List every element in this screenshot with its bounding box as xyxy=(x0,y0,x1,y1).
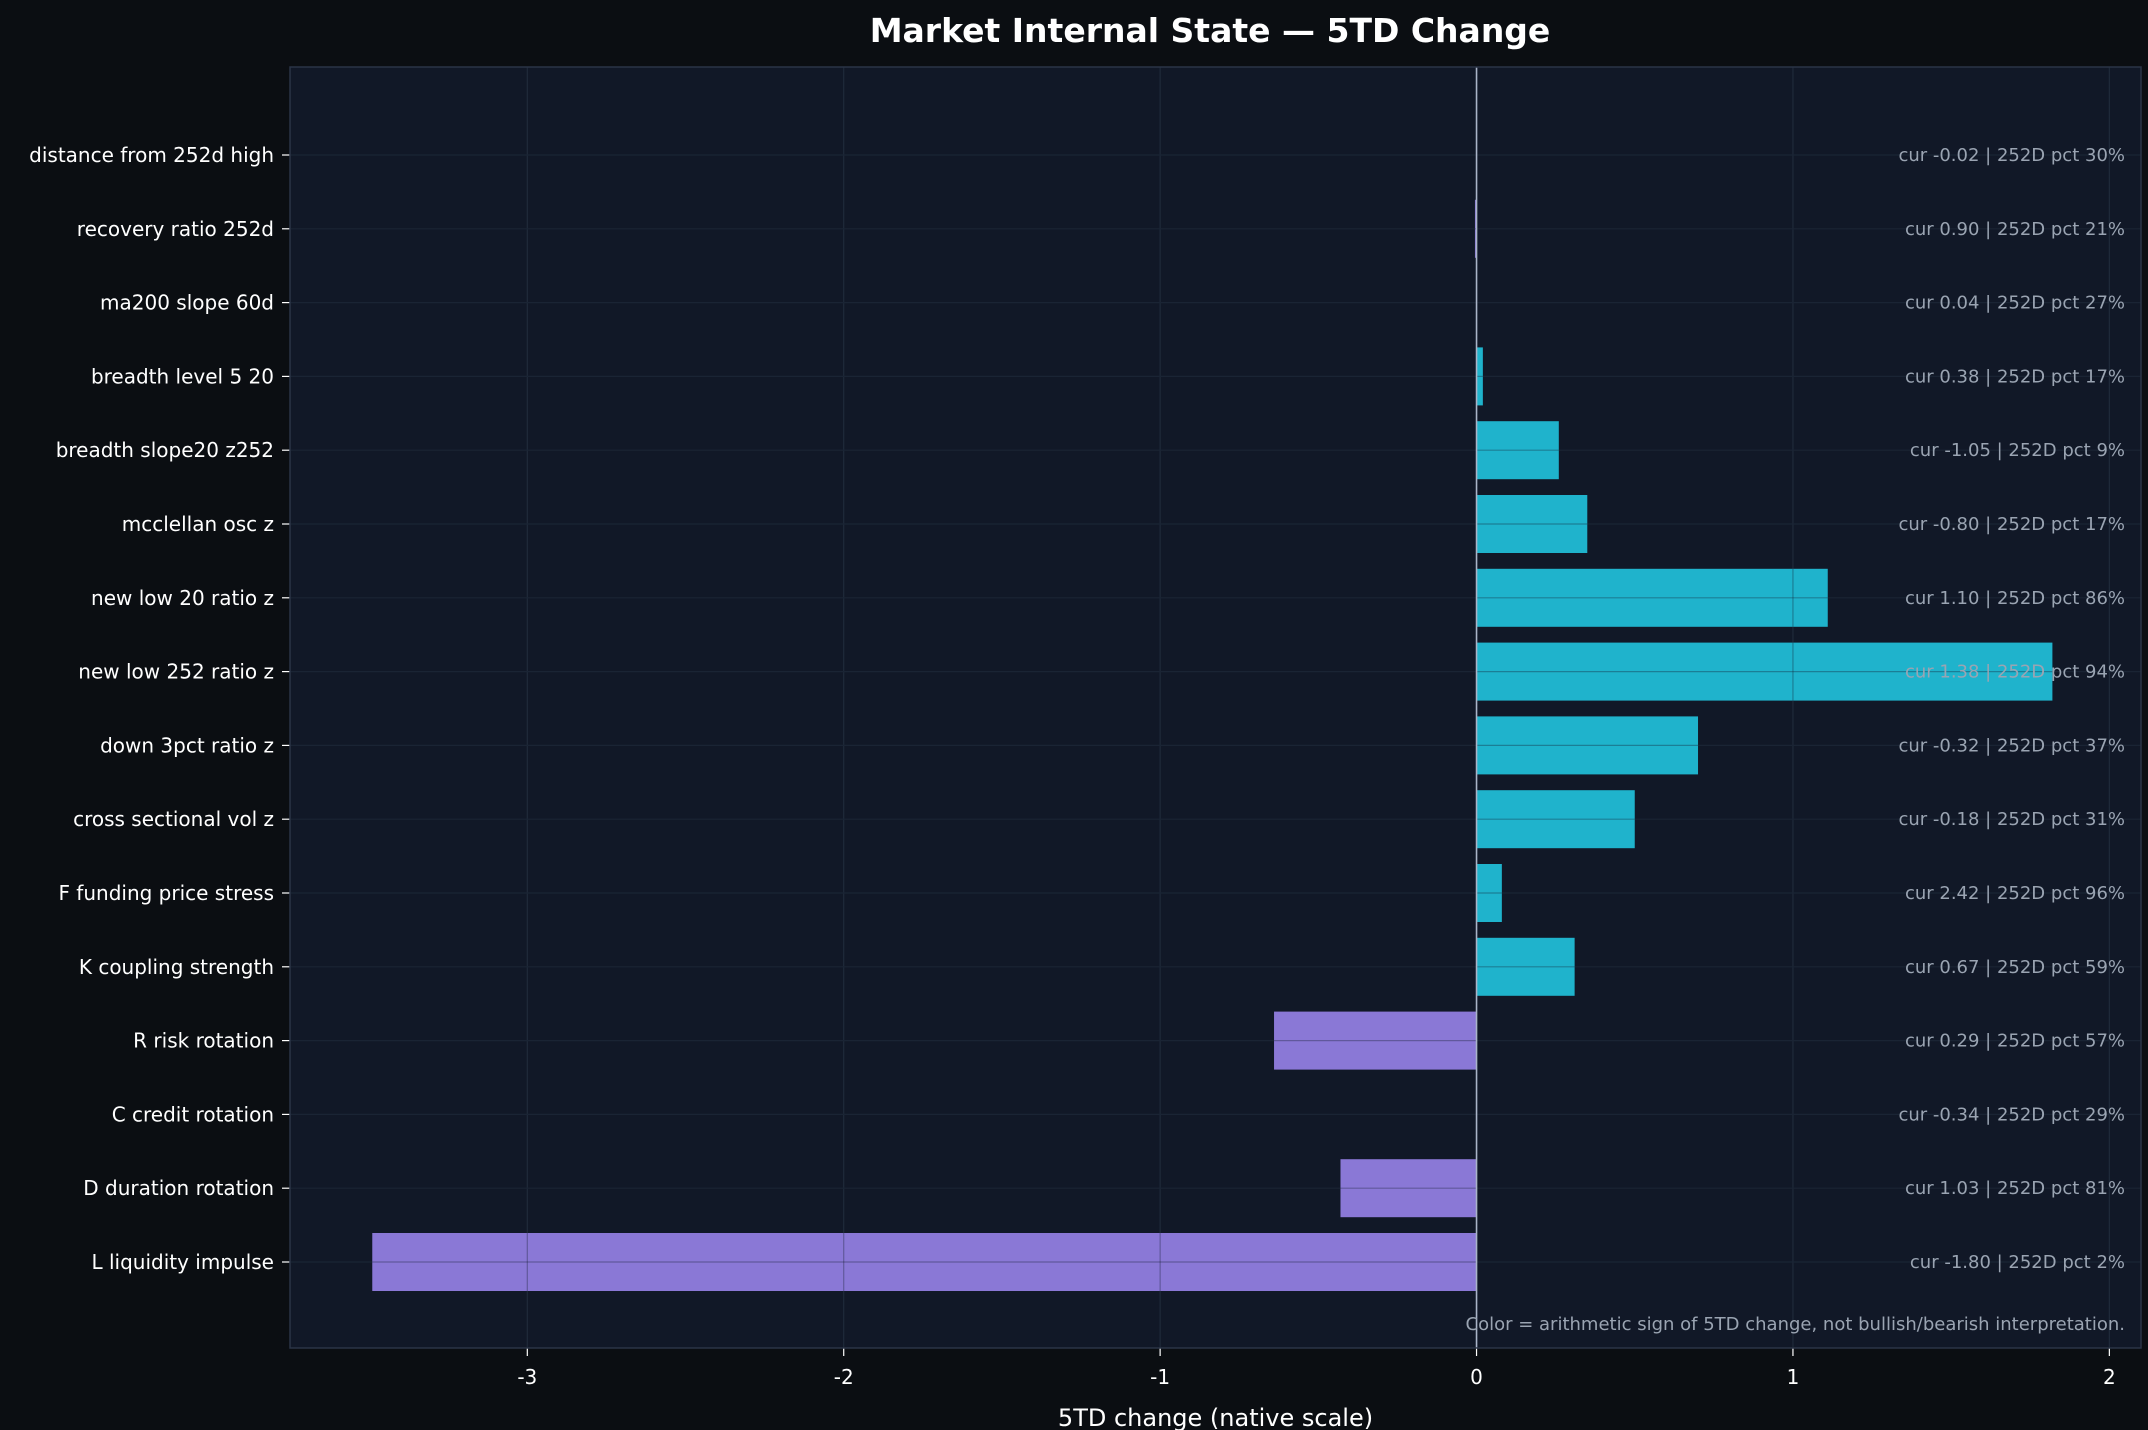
y-tick-label: down 3pct ratio z xyxy=(100,733,274,757)
bar-new-low-252-ratio-z xyxy=(1476,642,2053,701)
y-axis-ticks: distance from 252d high recovery ratio 25… xyxy=(29,143,290,1274)
bar-mcclellan-osc-z xyxy=(1476,495,1588,553)
bars xyxy=(372,199,2053,1291)
bar-k-coupling-strength xyxy=(1476,937,1575,996)
bar-annotation: cur 0.90 | 252D pct 21% xyxy=(1905,219,2125,240)
bar-cross-sectional-vol-z xyxy=(1476,790,1635,849)
y-tick-label: new low 20 ratio z xyxy=(91,586,274,610)
bar-breadth-slope20-z252 xyxy=(1476,421,1559,480)
y-tick-label: distance from 252d high xyxy=(29,143,274,167)
x-axis-label: 5TD change (native scale) xyxy=(1058,1404,1373,1430)
plot-area xyxy=(290,67,2141,1348)
bar-annotation: cur -1.80 | 252D pct 2% xyxy=(1910,1252,2125,1273)
y-tick-label: F funding price stress xyxy=(58,881,274,905)
y-tick-label: cross sectional vol z xyxy=(73,807,274,831)
chart-title: Market Internal State — 5TD Change xyxy=(870,11,1551,50)
x-tick-label: -1 xyxy=(1150,1365,1170,1389)
x-axis-ticks: -3 -2 -1 0 1 2 xyxy=(517,1348,2116,1389)
bar-l-liquidity-impulse xyxy=(372,1233,1477,1291)
x-tick-label: 1 xyxy=(1787,1365,1800,1389)
bar-annotations: cur -0.02 | 252D pct 30% cur 0.90 | 252D … xyxy=(1898,145,2125,1273)
bar-annotation: cur 0.67 | 252D pct 59% xyxy=(1905,957,2125,978)
y-tick-label: R risk rotation xyxy=(133,1029,274,1053)
y-tick-label: mcclellan osc z xyxy=(122,512,274,536)
bar-annotation: cur -0.18 | 252D pct 31% xyxy=(1898,809,2125,830)
bar-new-low-20-ratio-z xyxy=(1476,568,1828,627)
bar-grid-overlay xyxy=(372,228,2053,1291)
bar-annotation: cur 0.38 | 252D pct 17% xyxy=(1905,366,2125,387)
x-tick-label: 0 xyxy=(1470,1365,1483,1389)
bar-annotation: cur -0.34 | 252D pct 29% xyxy=(1898,1104,2125,1125)
y-tick-label: C credit rotation xyxy=(112,1102,274,1126)
bar-annotation: cur 1.10 | 252D pct 86% xyxy=(1905,588,2125,609)
bar-annotation: cur -1.05 | 252D pct 9% xyxy=(1910,440,2125,461)
bar-annotation: cur 1.03 | 252D pct 81% xyxy=(1905,1178,2125,1199)
y-tick-label: D duration rotation xyxy=(83,1176,274,1200)
bar-annotation: cur -0.02 | 252D pct 30% xyxy=(1898,145,2125,166)
y-tick-label: recovery ratio 252d xyxy=(77,217,274,241)
y-tick-label: breadth level 5 20 xyxy=(91,364,274,388)
bar-annotation: cur 1.38 | 252D pct 94% xyxy=(1905,662,2125,683)
bar-breadth-level-5-20 xyxy=(1476,347,1483,406)
bar-annotation: cur 0.04 | 252D pct 27% xyxy=(1905,293,2125,314)
bar-annotation: cur 0.29 | 252D pct 57% xyxy=(1905,1031,2125,1052)
x-tick-label: -2 xyxy=(834,1365,854,1389)
bar-annotation: cur -0.32 | 252D pct 37% xyxy=(1898,735,2125,756)
y-tick-label: breadth slope20 z252 xyxy=(56,438,274,462)
footnote: Color = arithmetic sign of 5TD change, n… xyxy=(1466,1314,2126,1335)
y-tick-label: K coupling strength xyxy=(79,955,274,979)
y-tick-label: ma200 slope 60d xyxy=(100,291,274,315)
x-tick-label: -3 xyxy=(517,1365,537,1389)
bar-r-risk-rotation xyxy=(1274,1011,1477,1070)
plot-frame xyxy=(289,66,2142,1349)
bar-annotation: cur 2.42 | 252D pct 96% xyxy=(1905,883,2125,904)
y-tick-label: new low 252 ratio z xyxy=(78,660,274,684)
bar-d-duration-rotation xyxy=(1340,1159,1477,1218)
y-tick-label: L liquidity impulse xyxy=(91,1250,274,1274)
bar-down-3pct-ratio-z xyxy=(1476,716,1699,775)
x-tick-label: 2 xyxy=(2103,1365,2116,1389)
bar-annotation: cur -0.80 | 252D pct 17% xyxy=(1898,514,2125,535)
bar-f-funding-price-stress xyxy=(1476,864,1502,922)
